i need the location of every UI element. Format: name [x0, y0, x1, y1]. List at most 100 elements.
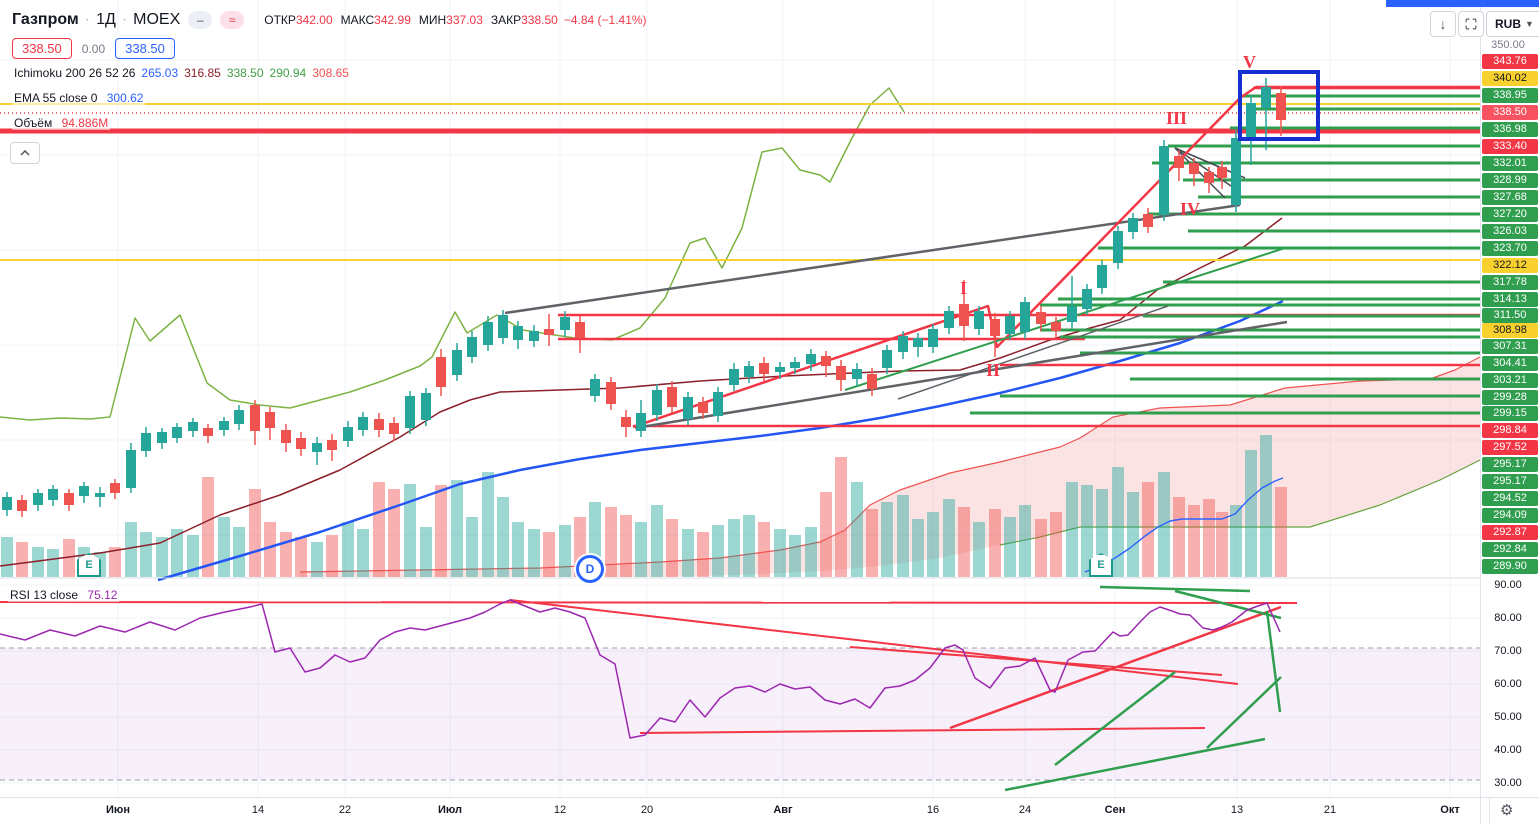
download-button[interactable]: ↓ — [1430, 11, 1456, 37]
volume-bar — [1245, 450, 1257, 577]
candle-body — [1005, 316, 1015, 334]
candle-body — [421, 393, 431, 420]
price-level-badge: 328.99 — [1482, 173, 1538, 188]
volume-bar — [528, 529, 540, 577]
candle-body — [698, 402, 708, 413]
ichimoku-title: Ichimoku 200 26 52 26 — [14, 66, 136, 80]
time-tick[interactable]: 20 — [640, 804, 654, 816]
volume-bar — [280, 532, 292, 577]
sell-price-button[interactable]: 338.50 — [12, 38, 72, 59]
fullscreen-button[interactable] — [1458, 11, 1484, 37]
volume-bar — [1050, 512, 1062, 577]
gray-trend-line — [897, 305, 1169, 400]
volume-bar — [1203, 499, 1215, 577]
volume-bar — [712, 525, 724, 577]
volume-bar — [559, 525, 571, 577]
volume-bar — [728, 519, 740, 577]
rsi-red-trend-line — [0, 601, 1298, 604]
elliott-wave-label[interactable]: II — [986, 360, 1001, 380]
rsi-tick: 50.00 — [1494, 711, 1522, 723]
buy-price-button[interactable]: 338.50 — [115, 38, 175, 59]
time-tick[interactable]: 24 — [1018, 804, 1032, 816]
time-tick[interactable]: 21 — [1323, 804, 1337, 816]
volume-bar — [1230, 505, 1242, 577]
candle-body — [759, 363, 769, 374]
elliott-wave-label[interactable]: IV — [1180, 199, 1201, 219]
price-level-badge: 294.52 — [1482, 491, 1538, 506]
ichimoku-legend[interactable]: Ichimoku 200 26 52 26 265.03 316.85 338.50 2… — [12, 66, 351, 80]
gray-trend-line — [634, 320, 1288, 430]
candle-body — [110, 483, 120, 493]
time-tick[interactable]: 13 — [1230, 804, 1244, 816]
spread-value: 0.00 — [81, 41, 106, 56]
price-level-badge: 338.95 — [1482, 88, 1538, 103]
time-axis[interactable]: Июн 14 22 Июл 12 20 Авг 16 24 Сен 13 21 Окт — [0, 797, 1539, 824]
ema-legend[interactable]: EMA 55 close 0 300.62 — [12, 91, 146, 105]
candle-body — [1159, 146, 1169, 215]
time-tick[interactable]: Июл — [437, 804, 463, 816]
candle-body — [1082, 289, 1092, 309]
candle-body — [606, 382, 616, 404]
candle-body — [452, 350, 462, 375]
time-tick[interactable]: 12 — [553, 804, 567, 816]
delisted-toggle-icon[interactable]: – — [188, 11, 213, 29]
volume-bar — [866, 509, 878, 577]
time-tick[interactable]: 22 — [338, 804, 352, 816]
currency-selector[interactable]: RUB ▼ — [1486, 11, 1539, 37]
volume-bar — [435, 485, 447, 577]
volume-bar — [326, 535, 338, 577]
volume-bar — [32, 547, 44, 577]
dividend-marker[interactable]: D — [576, 555, 604, 583]
candle-body — [79, 486, 89, 496]
candle-body — [374, 419, 384, 430]
candle-body — [234, 410, 244, 424]
ema55-line — [157, 299, 1284, 582]
symbol-name[interactable]: Газпром — [12, 11, 79, 28]
volume-bar — [404, 484, 416, 577]
candle-body — [157, 432, 167, 443]
candle-body — [1097, 265, 1107, 288]
elliott-wave-label[interactable]: I — [960, 278, 968, 298]
elliott-wave-label[interactable]: III — [1166, 108, 1188, 128]
volume-bar — [156, 537, 168, 577]
rsi-green-trend-line — [1099, 585, 1251, 593]
earnings-marker[interactable]: E — [77, 553, 101, 577]
elliott-wave-label[interactable]: V — [1243, 52, 1256, 72]
time-tick[interactable]: Июн — [106, 804, 130, 816]
price-level-badge: 343.76 — [1482, 54, 1538, 69]
volume-bar — [789, 535, 801, 577]
time-tick[interactable]: Авг — [773, 804, 793, 816]
candle-body — [498, 315, 508, 338]
candle-body — [1113, 231, 1123, 263]
candle-body — [250, 405, 260, 431]
volume-bar — [311, 542, 323, 577]
rsi-band — [0, 648, 1480, 780]
rsi-legend[interactable]: RSI 13 close 75.12 — [8, 588, 120, 602]
candle-body — [775, 367, 785, 372]
volume-legend[interactable]: Объём 94.886M — [12, 116, 111, 130]
time-tick[interactable]: Сен — [1104, 804, 1126, 816]
candle-body — [1231, 138, 1241, 205]
time-tick[interactable]: 14 — [251, 804, 265, 816]
axis-settings-button[interactable]: ⚙ — [1500, 801, 1513, 819]
time-tick[interactable]: Окт — [1440, 804, 1460, 816]
candle-body — [1143, 214, 1153, 227]
time-tick[interactable]: 16 — [926, 804, 940, 816]
candle-body — [990, 319, 1000, 336]
candle-body — [358, 417, 368, 430]
volume-bar — [897, 495, 909, 577]
volume-bar — [1173, 497, 1185, 577]
candle-body — [974, 311, 984, 329]
highlight-rectangle[interactable] — [1238, 70, 1320, 141]
candle-body — [575, 322, 585, 338]
volume-bar — [620, 515, 632, 577]
collapse-legend-button[interactable] — [10, 142, 40, 164]
candle-body — [729, 369, 739, 385]
timeframe-label[interactable]: 1Д — [96, 11, 116, 28]
separator-dot: · — [121, 11, 128, 28]
price-axis[interactable]: 350.00 343.76 340.02 338.95 338.50 336.98 333.… — [1481, 0, 1539, 797]
ohlc-item: ЗАКР338.50 — [490, 13, 558, 27]
approx-price-icon[interactable]: ≈ — [220, 11, 245, 29]
